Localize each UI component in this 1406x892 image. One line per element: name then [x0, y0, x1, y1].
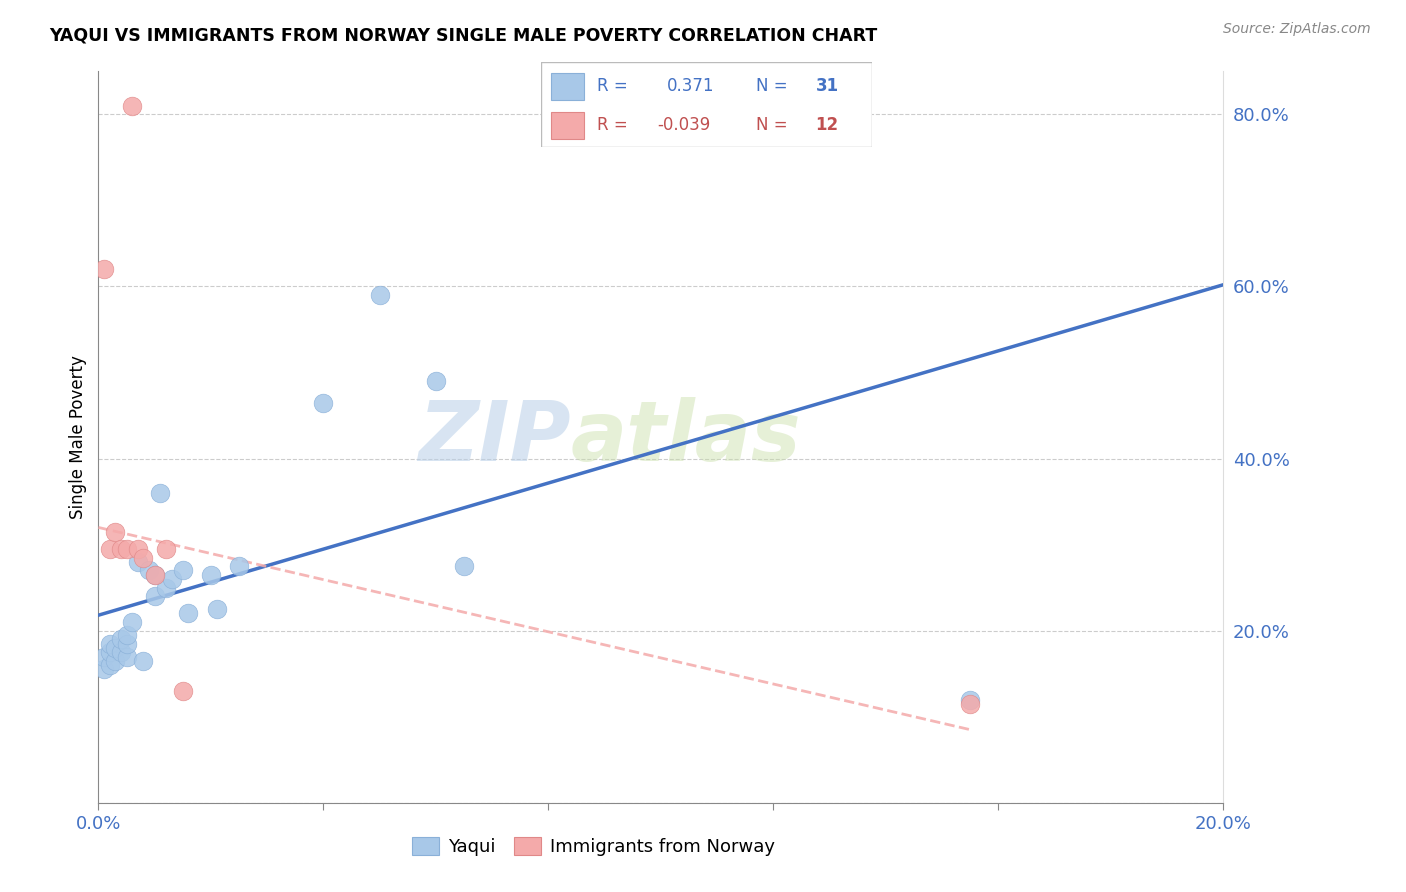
Point [425, 374, 447, 388]
Text: 31: 31 [815, 78, 838, 95]
Point [127, 555, 149, 569]
Point [98, 645, 121, 659]
Text: R =: R = [598, 78, 628, 95]
Text: -0.039: -0.039 [657, 116, 710, 134]
Y-axis label: Single Male Poverty: Single Male Poverty [69, 355, 87, 519]
Point [205, 602, 228, 616]
Point [93, 262, 115, 277]
Point [115, 541, 138, 556]
Point [98, 637, 121, 651]
Point [228, 559, 250, 574]
Point [115, 649, 138, 664]
Point [143, 589, 166, 603]
Point [104, 640, 127, 655]
Point [93, 662, 115, 676]
Point [172, 564, 194, 578]
Point [172, 684, 194, 698]
FancyBboxPatch shape [551, 72, 585, 100]
FancyBboxPatch shape [551, 112, 585, 139]
Point [155, 541, 177, 556]
Point [160, 572, 183, 586]
Point [121, 99, 143, 113]
Point [200, 567, 222, 582]
FancyBboxPatch shape [541, 62, 872, 147]
Legend: Yaqui, Immigrants from Norway: Yaqui, Immigrants from Norway [405, 830, 782, 863]
Point [104, 524, 127, 539]
Point [959, 697, 981, 711]
Point [132, 550, 155, 565]
Point [127, 541, 149, 556]
Point [368, 288, 391, 302]
Text: R =: R = [598, 116, 628, 134]
Point [121, 615, 143, 629]
Point [110, 541, 132, 556]
Text: N =: N = [756, 116, 787, 134]
Point [93, 649, 115, 664]
Point [115, 628, 138, 642]
Text: atlas: atlas [571, 397, 801, 477]
Text: 12: 12 [815, 116, 838, 134]
Text: ZIP: ZIP [418, 397, 571, 477]
Text: N =: N = [756, 78, 787, 95]
Point [312, 395, 335, 409]
Point [98, 541, 121, 556]
Text: Source: ZipAtlas.com: Source: ZipAtlas.com [1223, 22, 1371, 37]
Text: 0.371: 0.371 [666, 78, 714, 95]
Point [155, 581, 177, 595]
Point [115, 637, 138, 651]
Point [104, 654, 127, 668]
Point [959, 692, 981, 706]
Point [132, 654, 155, 668]
Point [98, 658, 121, 673]
Point [177, 607, 200, 621]
Point [110, 632, 132, 647]
Text: YAQUI VS IMMIGRANTS FROM NORWAY SINGLE MALE POVERTY CORRELATION CHART: YAQUI VS IMMIGRANTS FROM NORWAY SINGLE M… [49, 27, 877, 45]
Point [110, 645, 132, 659]
Point [149, 486, 172, 500]
Point [143, 567, 166, 582]
Point [143, 567, 166, 582]
Point [138, 564, 160, 578]
Point [453, 559, 475, 574]
